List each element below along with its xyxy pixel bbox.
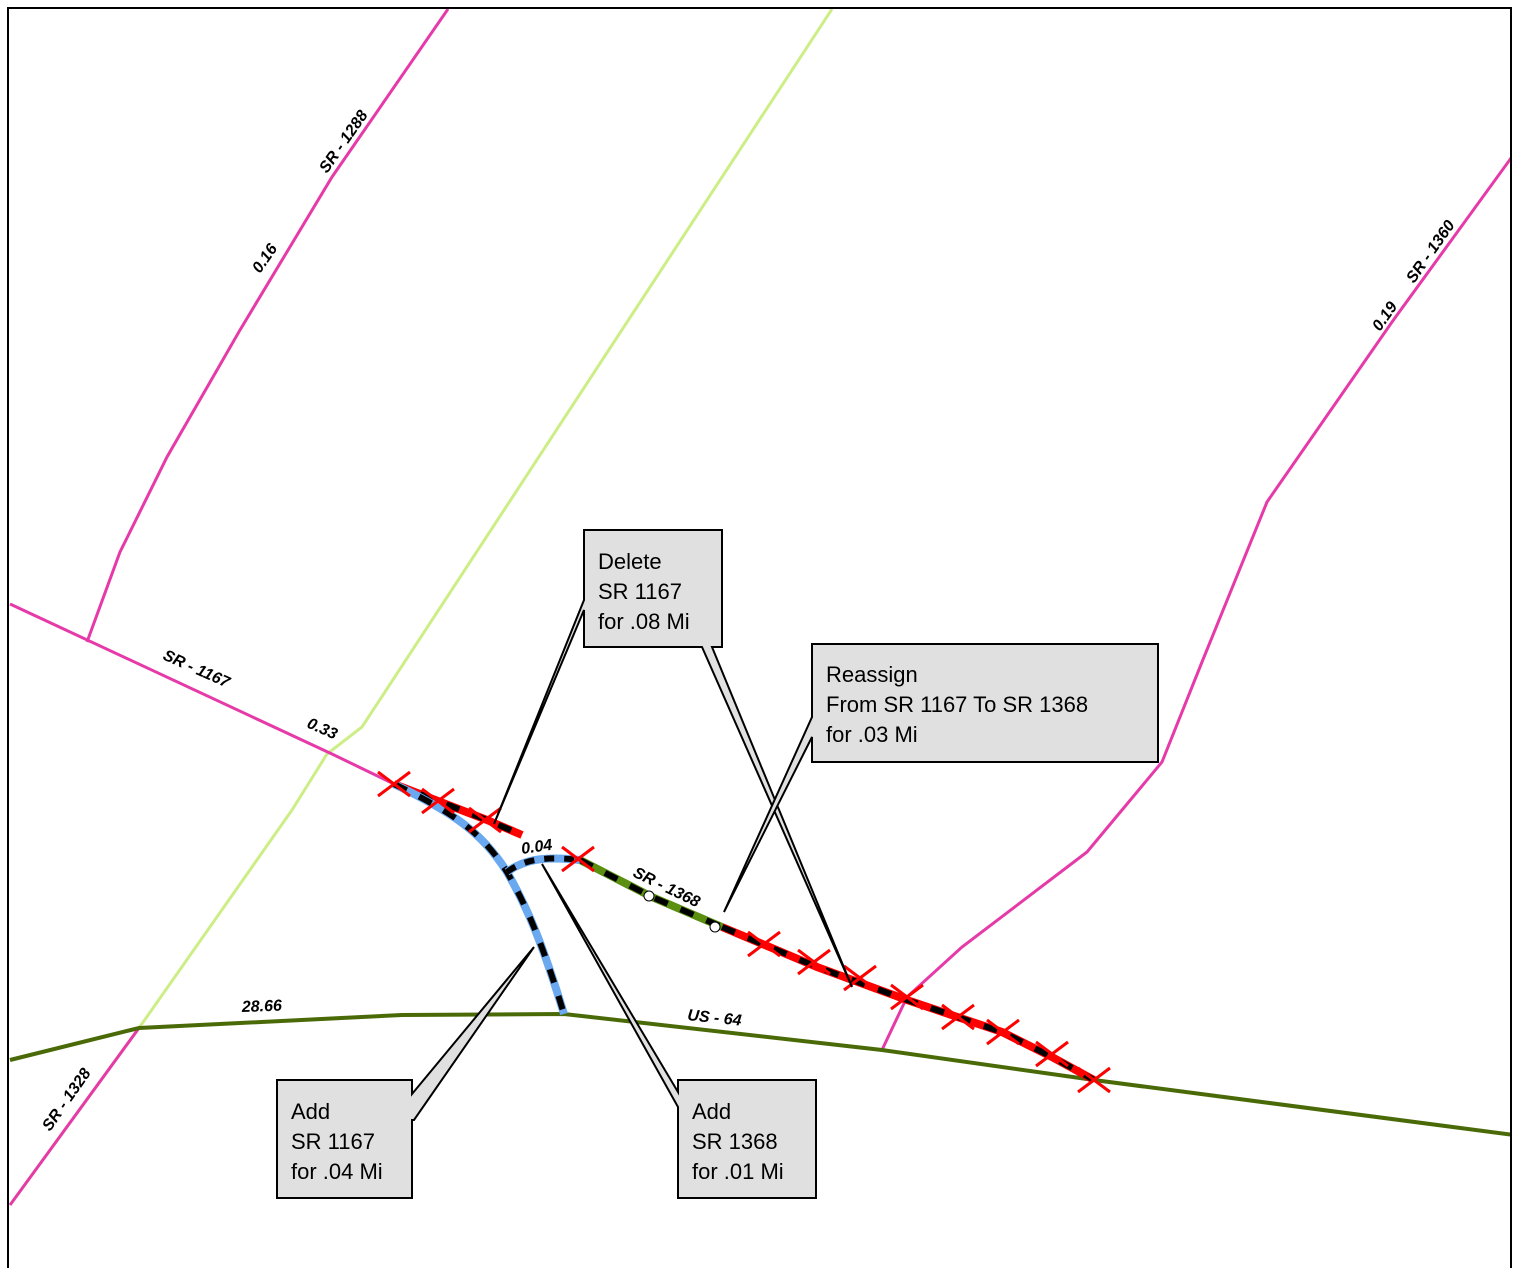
callout-delete-line2: SR 1167 <box>598 579 682 604</box>
add-segments <box>392 780 581 1016</box>
callout-add-1368-line1: Add <box>692 1099 731 1124</box>
label-sr-1368-mileage: 0.04 <box>520 837 553 858</box>
road-map: SR - 1288 0.16 SR - 1360 0.19 SR - 1167 … <box>9 9 1510 1206</box>
callout-add-1368: Add SR 1368 for .01 Mi <box>541 863 817 1199</box>
delete-markers <box>377 770 1111 1094</box>
label-sr-1288: SR - 1288 <box>316 107 371 176</box>
map-frame: SR - 1288 0.16 SR - 1360 0.19 SR - 1167 … <box>7 7 1512 1268</box>
callout-add-1368-line3: for .01 Mi <box>692 1159 784 1184</box>
callout-reassign: Reassign From SR 1167 To SR 1368 for .03… <box>723 643 1159 913</box>
label-sr-1167: SR - 1167 <box>160 647 233 692</box>
callout-add-1368-line2: SR 1368 <box>692 1129 778 1154</box>
label-us-64-mileage: 28.66 <box>241 998 283 1016</box>
road-sr-1288 <box>85 9 450 643</box>
callout-add-1167-line2: SR 1167 <box>291 1129 375 1154</box>
callout-add-1167-line1: Add <box>291 1099 330 1124</box>
callout-delete-line1: Delete <box>598 549 662 574</box>
reassign-segment <box>578 856 724 933</box>
callout-reassign-line3: for .03 Mi <box>826 722 918 747</box>
callout-add-1167: Add SR 1167 for .04 Mi <box>276 946 535 1199</box>
road-sr-1360 <box>880 156 1510 1051</box>
label-sr-1360: SR - 1360 <box>1403 217 1458 286</box>
label-sr-1167-mileage: 0.33 <box>304 715 339 743</box>
callout-add-1167-line3: for .04 Mi <box>291 1159 383 1184</box>
callout-reassign-line1: Reassign <box>826 662 918 687</box>
callout-reassign-line2: From SR 1167 To SR 1368 <box>826 692 1088 717</box>
callout-delete-line3: for .08 Mi <box>598 609 690 634</box>
road-sr-1167 <box>9 602 395 786</box>
road-sr-1328 <box>9 1027 141 1206</box>
label-us-64: US - 64 <box>687 1007 743 1030</box>
callout-delete: Delete SR 1167 for .08 Mi <box>493 529 853 988</box>
